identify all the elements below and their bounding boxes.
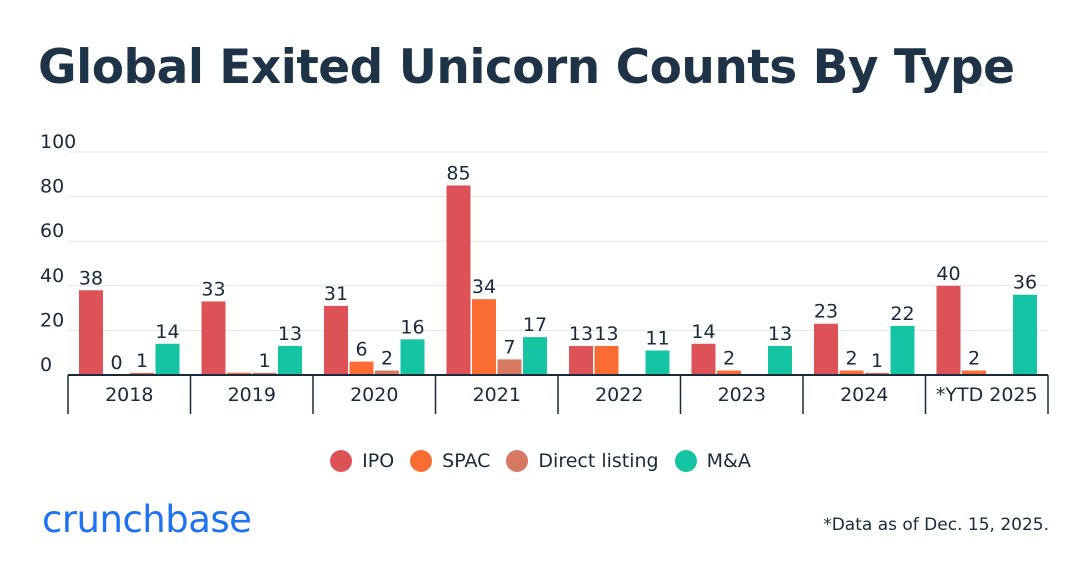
bar-ipo-2 — [324, 305, 348, 375]
bar-direct-listing-0 — [130, 372, 154, 375]
data-label-direct-listing-3: 7 — [503, 336, 515, 358]
data-label-ma-2: 16 — [400, 316, 424, 338]
data-label-ipo-1: 33 — [201, 278, 225, 300]
y-tick-label-100: 100 — [40, 131, 76, 153]
legend-swatch-direct-listing — [506, 450, 529, 472]
data-label-ipo-3: 85 — [446, 162, 470, 184]
legend-item-direct-listing: Direct listing — [506, 450, 659, 472]
legend-item-ma: M&A — [674, 450, 751, 472]
bar-spac-1 — [227, 372, 251, 375]
data-label-ipo-0: 38 — [79, 267, 103, 289]
y-tick-label-60: 60 — [40, 220, 64, 242]
data-label-ipo-6: 23 — [814, 301, 838, 323]
bar-direct-listing-6 — [865, 372, 889, 375]
data-label-ma-3: 17 — [523, 314, 547, 336]
data-label-direct-listing-6: 1 — [871, 350, 883, 372]
x-tick-label-2: 2020 — [350, 384, 398, 406]
legend-swatch-ipo — [330, 450, 353, 472]
data-label-spac-5: 2 — [723, 348, 735, 370]
bar-ipo-7 — [936, 285, 961, 375]
grid-lines — [68, 151, 1048, 331]
data-label-spac-7: 2 — [968, 348, 980, 370]
bar-ipo-3 — [446, 185, 471, 375]
bar-ipo-5 — [691, 343, 716, 375]
bar-spac-2 — [349, 361, 374, 375]
x-tick-label-4: 2022 — [595, 384, 643, 406]
bar-ma-3 — [523, 337, 547, 375]
bar-ipo-4 — [569, 346, 593, 375]
y-axis-ticks: 0 20 40 60 80 100 — [40, 131, 76, 376]
data-label-spac-6: 2 — [845, 348, 857, 370]
data-label-direct-listing-0: 1 — [136, 350, 148, 372]
y-tick-label-80: 80 — [40, 176, 64, 198]
legend-item-ipo: IPO — [330, 450, 394, 472]
bar-spac-4 — [594, 346, 619, 375]
y-tick-label-40: 40 — [40, 265, 64, 287]
footnote: *Data as of Dec. 15, 2025. — [823, 515, 1049, 535]
y-tick-label-0: 0 — [40, 354, 52, 376]
legend-swatch-ma — [674, 450, 697, 472]
bar-ipo-6 — [814, 323, 838, 375]
bar-ma-0 — [155, 343, 180, 375]
data-label-ma-1: 13 — [278, 323, 302, 345]
data-label-ma-6: 22 — [890, 303, 914, 325]
bar-spac-6 — [839, 370, 864, 375]
x-tick-label-5: 2023 — [718, 384, 766, 406]
data-label-ma-4: 11 — [645, 327, 669, 349]
bar-ipo-0 — [79, 290, 103, 375]
data-label-spac-3: 34 — [472, 276, 496, 298]
legend-swatch-spac — [410, 450, 433, 472]
data-label-direct-listing-1: 1 — [258, 350, 270, 372]
x-tick-label-6: 2024 — [840, 384, 888, 406]
chart-title: Global Exited Unicorn Counts By Type — [38, 40, 1015, 95]
data-label-ipo-7: 40 — [936, 263, 960, 285]
bar-ma-1 — [278, 346, 302, 375]
legend: IPO SPAC Direct listing M&A — [0, 450, 1081, 472]
data-label-ipo-5: 14 — [691, 321, 715, 343]
data-label-ipo-2: 31 — [324, 283, 348, 305]
bar-ma-6 — [890, 325, 915, 375]
crunchbase-logo: crunchbase — [42, 498, 252, 541]
x-tick-label-3: 2021 — [473, 384, 521, 406]
data-label-spac-4: 13 — [594, 323, 618, 345]
x-tick-label-1: 2019 — [228, 384, 276, 406]
bar-direct-listing-2 — [375, 370, 399, 375]
data-label-ipo-4: 13 — [569, 323, 593, 345]
bar-ma-2 — [400, 339, 425, 375]
data-label-spac-2: 6 — [355, 339, 367, 361]
legend-label-direct-listing: Direct listing — [538, 450, 659, 472]
bar-direct-listing-3 — [497, 359, 522, 375]
legend-label-ma: M&A — [706, 450, 751, 472]
bars — [79, 185, 1037, 375]
x-tick-label-0: 2018 — [105, 384, 153, 406]
x-tick-label-7: *YTD 2025 — [936, 384, 1038, 406]
data-label-ma-7: 36 — [1013, 272, 1037, 294]
bar-ma-5 — [768, 346, 792, 375]
legend-label-spac: SPAC — [442, 450, 491, 472]
legend-item-spac: SPAC — [410, 450, 490, 472]
data-label-spac-0: 0 — [110, 352, 122, 374]
bar-spac-5 — [717, 370, 741, 375]
bar-direct-listing-1 — [252, 372, 277, 375]
bar-spac-3 — [472, 299, 496, 375]
data-label-direct-listing-2: 2 — [381, 348, 393, 370]
y-tick-label-20: 20 — [40, 309, 64, 331]
data-label-ma-5: 13 — [768, 323, 792, 345]
bar-spac-7 — [962, 370, 986, 375]
legend-label-ipo: IPO — [362, 450, 395, 472]
data-label-ma-0: 14 — [155, 321, 179, 343]
x-axis: 2018 2019 2020 2021 2022 2023 2024 *YTD 2025 — [67, 374, 1049, 414]
bar-ipo-1 — [201, 301, 226, 375]
bar-ma-4 — [645, 350, 670, 375]
bar-ma-7 — [1013, 294, 1037, 375]
